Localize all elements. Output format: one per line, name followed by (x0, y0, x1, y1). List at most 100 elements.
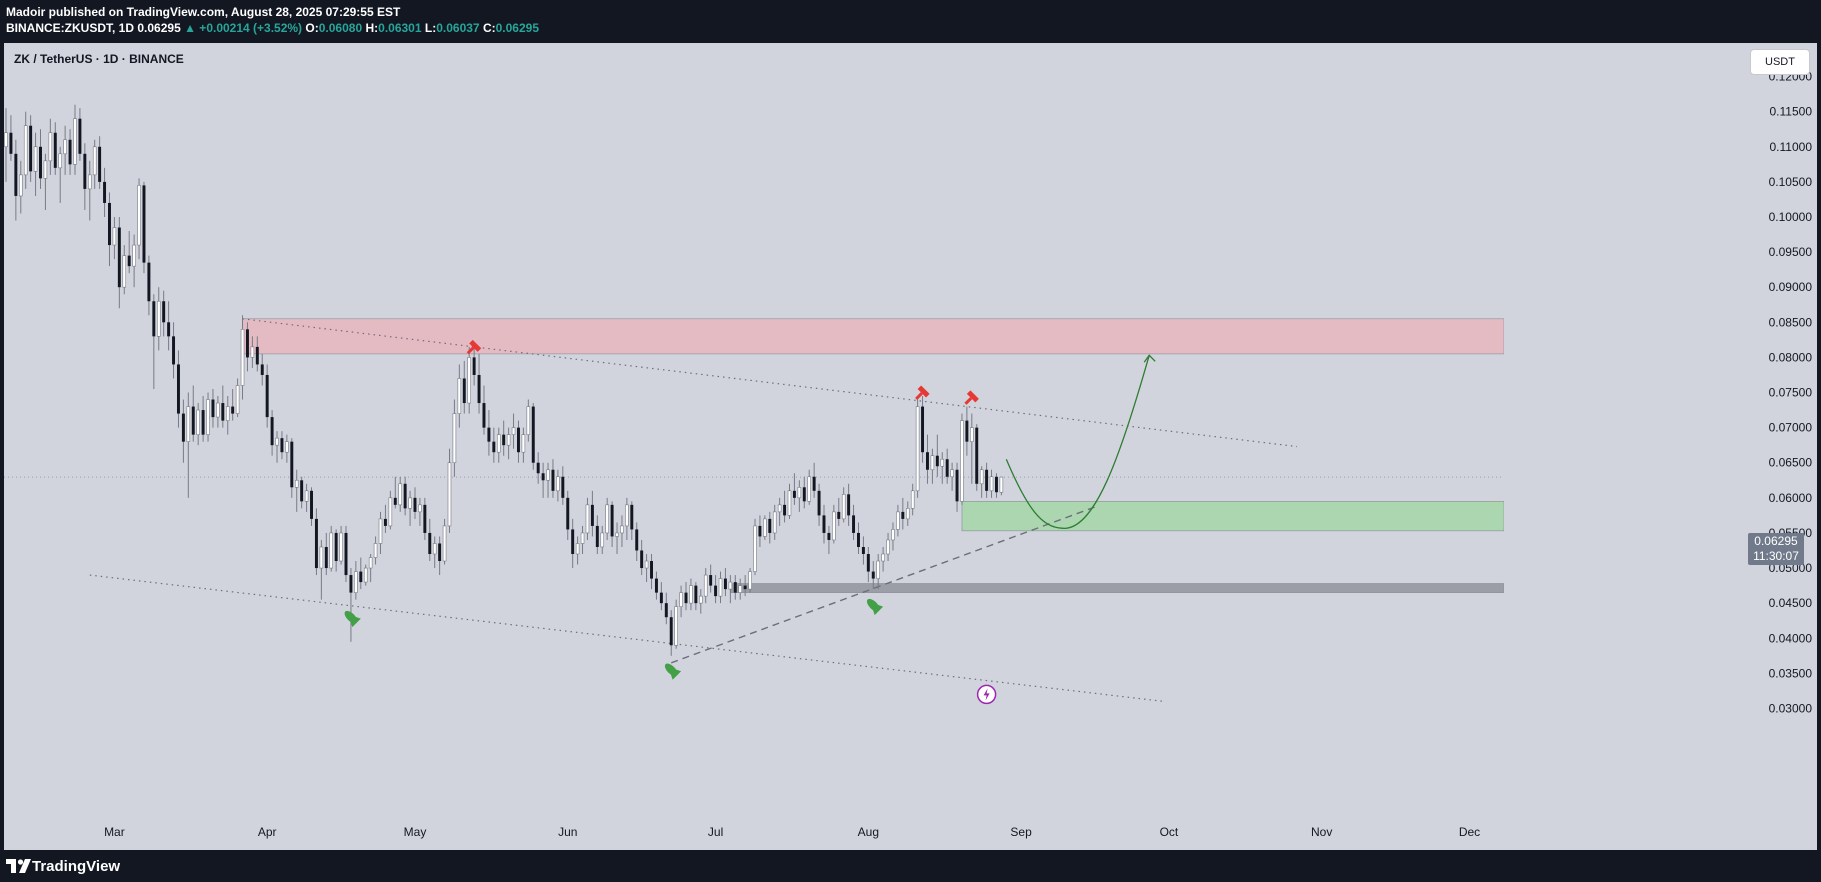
candle-up (679, 592, 683, 607)
time-tick-label: Jul (708, 825, 723, 839)
candle-down (344, 532, 348, 576)
candle-up (240, 329, 245, 386)
candle-up (250, 346, 255, 358)
candle-down (39, 146, 42, 179)
candle-up (225, 406, 230, 421)
price-tick-label: 0.10000 (1769, 210, 1813, 224)
candle-down (280, 438, 284, 453)
candle-down (98, 146, 102, 182)
candle-up (447, 462, 452, 527)
time-tick-label: Jun (558, 825, 577, 839)
candle-up (896, 511, 900, 530)
candle-down (812, 476, 816, 491)
short-signal-icon (964, 390, 979, 405)
projection-arrowhead (1143, 354, 1156, 363)
candle-up (373, 543, 378, 558)
candle-up (891, 529, 895, 541)
long-signal-body (866, 598, 880, 612)
time-tick-label: Dec (1459, 825, 1480, 839)
candle-up (58, 153, 62, 169)
candle-down (847, 494, 851, 516)
candle-up (841, 494, 846, 520)
candle-down (162, 301, 166, 323)
candle-up (285, 441, 289, 453)
candle-down (265, 374, 269, 418)
candle-down (610, 504, 614, 537)
candle-up (718, 578, 723, 597)
price-tick-label: 0.03000 (1769, 701, 1813, 715)
candle-down (191, 406, 195, 435)
candle-down (857, 532, 860, 547)
candle-up (87, 174, 92, 190)
candle-down (53, 132, 57, 168)
candle-down (176, 364, 180, 414)
candle-down (270, 417, 274, 446)
candle-up (797, 487, 802, 499)
candle-down (901, 511, 905, 519)
candle-up (905, 508, 910, 520)
candle-down (472, 357, 476, 375)
candle-up (112, 227, 117, 246)
candle-up (132, 244, 136, 267)
footer: TradingView (0, 850, 1821, 882)
candle-up (644, 560, 649, 569)
candle-up (339, 532, 343, 562)
published-line: Madoir published on TradingView.com, Aug… (6, 5, 401, 19)
candle-down (310, 490, 313, 519)
candle-down (142, 185, 146, 263)
price-tick-label: 0.08500 (1769, 315, 1813, 329)
candle-down (802, 487, 806, 502)
candle-down (117, 227, 121, 288)
candle-down (536, 462, 540, 474)
candle-down (650, 561, 653, 579)
candle-down (260, 364, 264, 375)
time-tick-label: Nov (1311, 825, 1332, 839)
candle-up (467, 357, 471, 404)
candle-down (758, 525, 762, 537)
open-value: 0.06080 (318, 21, 363, 35)
candle-down (965, 420, 969, 442)
short-signal-part (915, 392, 923, 400)
candle-down (438, 543, 442, 562)
candle-down (783, 504, 787, 516)
candle-down (349, 575, 353, 593)
candle-down (768, 518, 772, 533)
candle-down (822, 515, 826, 533)
candle-up (521, 434, 526, 453)
long-signal-fin (350, 616, 361, 628)
candle-down (733, 582, 737, 593)
candle-down (487, 427, 491, 442)
candle-down (403, 483, 407, 509)
chart-area[interactable]: 0.12000 0.11500 0.11000 0.10500 0.10000 0.095… (4, 43, 1817, 850)
candle-down (300, 480, 304, 502)
candle-up (156, 300, 161, 337)
candle-down (590, 504, 594, 526)
chart-title: ZK / TetherUS · 1D · BINANCE (14, 52, 184, 66)
price-chart[interactable]: 0.120000.115000.110000.105000.100000.095… (4, 43, 1817, 850)
candle-up (19, 174, 23, 197)
currency-button[interactable]: USDT (1750, 49, 1810, 75)
rising-support-trendline (670, 506, 1096, 664)
candle-down (654, 578, 658, 593)
price-tick-label: 0.04500 (1769, 596, 1813, 610)
candle-up (876, 560, 880, 579)
candle-up (235, 385, 240, 414)
candle-down (108, 202, 111, 246)
candle-down (172, 336, 176, 365)
candle-up (600, 532, 605, 548)
candle-up (418, 504, 422, 513)
tradingview-logo-icon (6, 859, 31, 873)
candle-down (181, 413, 185, 442)
candle-down (635, 529, 639, 551)
current-price-tag: 0.06295 11:30:07 (1748, 533, 1804, 565)
candle-up (703, 574, 708, 597)
candle-up (63, 139, 67, 155)
candle-up (625, 504, 629, 527)
candle-down (221, 403, 225, 421)
candle-down (925, 452, 929, 470)
candle-down (211, 399, 215, 418)
candle-up (408, 497, 412, 509)
candle-up (910, 490, 915, 509)
candle-down (393, 497, 397, 505)
candle-down (935, 455, 939, 467)
